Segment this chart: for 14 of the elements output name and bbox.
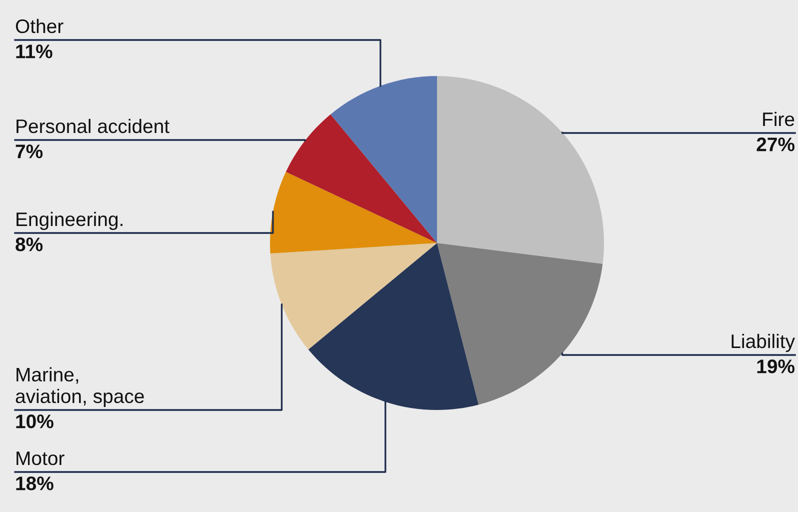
slice-label: Personal accident: [16, 118, 170, 134]
slice-label: Liability: [732, 334, 795, 352]
data-label: 27%: [756, 138, 794, 152]
data-label: 18%: [16, 476, 54, 490]
slice-label: Motor: [16, 452, 64, 466]
slice-label: Other: [16, 18, 64, 34]
slice-label: Fire: [763, 112, 794, 126]
data-label: 19%: [757, 360, 794, 374]
slice-label: Marine, aviation, space: [16, 367, 144, 407]
slice-label: Engineering.: [16, 212, 122, 230]
data-label: 11%: [16, 44, 52, 58]
data-label: 10%: [16, 414, 54, 428]
data-label: 7%: [16, 144, 43, 158]
data-label: 8%: [16, 238, 43, 252]
